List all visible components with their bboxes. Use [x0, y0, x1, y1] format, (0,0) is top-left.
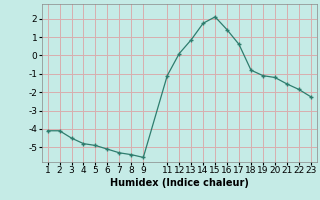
X-axis label: Humidex (Indice chaleur): Humidex (Indice chaleur) [110, 178, 249, 188]
